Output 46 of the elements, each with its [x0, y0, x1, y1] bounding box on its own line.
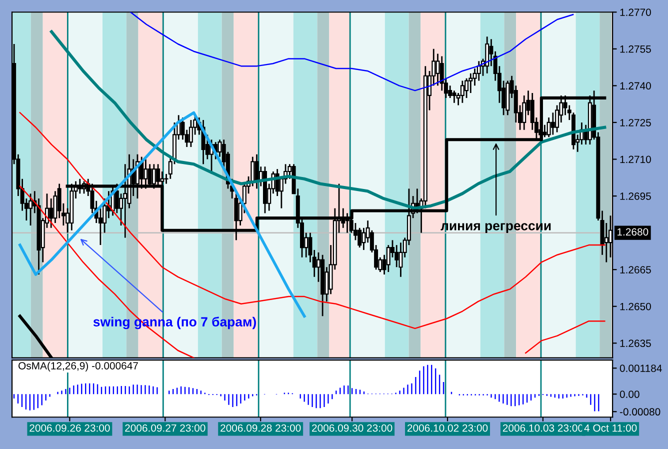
candlestick — [386, 244, 390, 273]
candlestick — [550, 112, 555, 136]
y-tick-label: 1.2665 — [620, 266, 651, 274]
candlestick — [452, 90, 456, 104]
candlestick — [522, 94, 526, 131]
y-tick-label: 1.2635 — [620, 340, 651, 348]
candlestick — [485, 36, 490, 74]
candlestick — [460, 80, 464, 104]
y-tick-label: 0.001184 — [620, 364, 662, 372]
candlestick — [148, 163, 152, 187]
candlestick — [394, 244, 399, 268]
candlestick — [188, 119, 193, 148]
y-tick-label: 1.2755 — [620, 45, 651, 53]
candlestick — [254, 154, 259, 190]
x-tick-label: 2006.09.28 23:00 — [220, 424, 301, 432]
candlestick — [49, 198, 54, 229]
y-tick-label: 1.2770 — [620, 8, 651, 16]
x-tick-label: 2006.10.02 23:00 — [407, 424, 488, 432]
x-tick-label: 4 Oct 11:00 — [584, 424, 637, 432]
y-tick-label: 1.2710 — [620, 156, 651, 164]
candlestick — [464, 78, 469, 99]
y-tick-label: -0.00080 — [620, 408, 660, 416]
candlestick — [398, 242, 403, 278]
candlestick — [160, 170, 164, 187]
candlestick — [436, 53, 440, 86]
y-tick-label: 1.2695 — [620, 192, 651, 200]
y-tick-label: 1.2650 — [620, 302, 651, 310]
candlestick — [546, 116, 551, 138]
y-tick-label: 0.00 — [620, 390, 640, 398]
candlestick — [28, 192, 33, 226]
candlestick — [358, 227, 362, 248]
y-tick-label: 1.2725 — [620, 118, 651, 126]
y-tick-label: 1.2740 — [620, 82, 651, 90]
candlestick — [542, 124, 547, 138]
candlestick — [152, 163, 156, 190]
chart-title: OsMA(12,26,9) -0.000647 — [18, 362, 138, 372]
candlestick — [156, 163, 160, 187]
x-tick-label: 2006.09.26 23:00 — [30, 424, 110, 432]
ref-line-label: 1.2680 — [618, 228, 648, 236]
candlestick — [476, 60, 481, 82]
candlestick — [604, 222, 608, 263]
x-tick-label: 2006.10.03 23:00 — [502, 424, 584, 432]
candlestick — [468, 72, 473, 94]
x-tick-label: 2006.09.27 23:00 — [125, 424, 206, 432]
x-tick-label: 2006.09.30 23:00 — [312, 424, 392, 432]
candlestick — [144, 158, 148, 190]
